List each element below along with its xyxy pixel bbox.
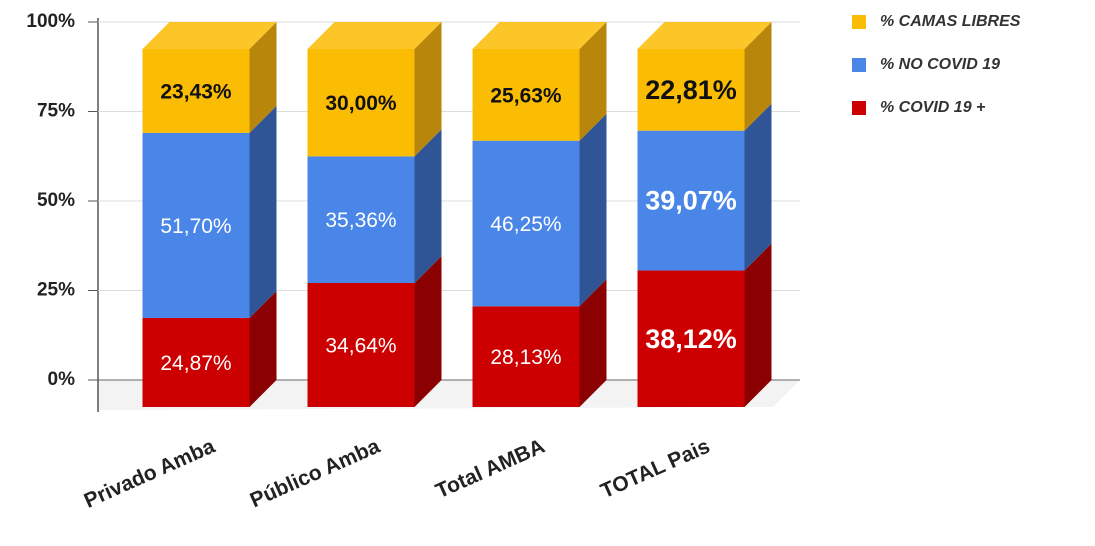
data-label: 23,43% [160, 80, 232, 103]
bar-side [249, 290, 277, 407]
bar-segment [142, 317, 250, 407]
x-tick-label: Público Amba [247, 434, 384, 512]
y-tick-label: 100% [26, 11, 75, 32]
y-tick-label: 0% [48, 369, 76, 390]
bar-segment [142, 49, 250, 133]
x-tick-label: TOTAL Pais [597, 435, 713, 503]
bar-segment [637, 270, 745, 407]
y-tick-label: 75% [37, 101, 75, 122]
data-label: 28,13% [490, 346, 561, 369]
legend-swatch [852, 58, 866, 72]
x-tick-label: Privado Amba [81, 434, 219, 512]
bar-segment [142, 132, 250, 318]
data-label: 30,00% [325, 92, 397, 115]
legend-swatch [852, 15, 866, 29]
bar-side [414, 255, 442, 407]
legend-swatch [852, 101, 866, 115]
bar-segment [307, 156, 415, 283]
data-label: 46,25% [490, 213, 561, 236]
bar-side [249, 22, 277, 133]
data-label: 22,81% [645, 75, 737, 105]
bar-top [142, 22, 277, 49]
bar-segment [307, 49, 415, 157]
bar-segment [637, 49, 745, 131]
y-tick-label: 50% [37, 190, 75, 211]
bar-top [637, 22, 772, 49]
data-label: 51,70% [160, 215, 231, 238]
bar-segment [472, 306, 580, 407]
bar-side [744, 22, 772, 131]
data-label: 25,63% [490, 84, 562, 107]
bar-side [249, 105, 277, 318]
y-tick-label: 25% [37, 280, 75, 301]
bar-segment [307, 282, 415, 407]
bar-top [307, 22, 442, 49]
bar-side [414, 129, 442, 283]
legend-label: % CAMAS LIBRES [880, 13, 1021, 30]
bar-side [579, 279, 607, 407]
legend-label: % NO COVID 19 [880, 56, 1000, 73]
data-label: 24,87% [160, 352, 231, 375]
bar-side [579, 21, 607, 141]
x-tick-label: Total AMBA [432, 435, 548, 503]
bar-side [744, 103, 772, 271]
bar-segment [637, 130, 745, 271]
legend-label: % COVID 19 + [880, 99, 985, 116]
bar-side [414, 22, 442, 157]
bar-top [472, 21, 607, 49]
data-label: 39,07% [645, 186, 737, 216]
floor [98, 380, 800, 410]
data-label: 38,12% [645, 324, 737, 354]
bar-segment [472, 140, 580, 307]
data-label: 34,64% [325, 335, 396, 358]
bar-segment [472, 48, 580, 141]
data-label: 35,36% [325, 209, 396, 232]
bar-side [744, 243, 772, 407]
bar-side [579, 113, 607, 307]
